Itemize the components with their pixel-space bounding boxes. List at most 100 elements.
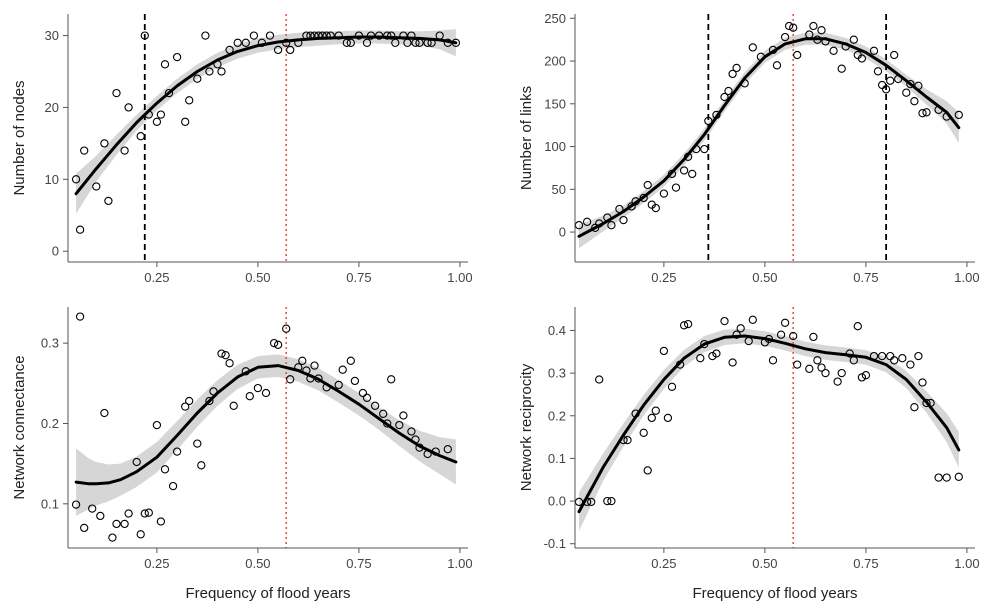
data-point	[160, 465, 170, 474]
data-point	[358, 388, 368, 398]
data-point	[181, 117, 190, 126]
data-point	[780, 318, 790, 327]
data-point	[334, 380, 343, 390]
data-point	[140, 509, 149, 518]
y-tick-label: 0.1	[548, 451, 566, 466]
x-tick-label: 1.00	[447, 556, 472, 571]
data-point	[886, 351, 895, 361]
y-tick: 10	[45, 172, 68, 187]
data-point	[663, 413, 673, 423]
x-tick-label: 0.25	[144, 556, 169, 571]
y-tick: 0	[559, 225, 575, 240]
y-tick-label: 250	[544, 11, 566, 26]
data-point	[853, 322, 862, 331]
data-point	[607, 496, 616, 506]
data-point	[861, 371, 871, 380]
data-point	[370, 401, 380, 410]
y-tick-label: 0	[559, 225, 566, 240]
data-point	[124, 509, 133, 518]
x-tick-label: 0.50	[245, 556, 270, 571]
y-tick: 0.1	[548, 451, 575, 466]
data-point	[346, 38, 355, 47]
x-tick: 0.25	[651, 548, 677, 571]
y-tick-label: -0.1	[544, 536, 566, 551]
data-point	[659, 189, 669, 198]
data-point	[310, 361, 319, 370]
data-point	[688, 169, 697, 179]
data-point	[700, 144, 709, 154]
data-point	[217, 67, 226, 76]
data-point	[71, 500, 81, 509]
data-point	[724, 86, 733, 96]
y-tick-label: 0.4	[548, 323, 566, 338]
data-point	[728, 358, 737, 367]
data-point	[922, 398, 931, 408]
data-point	[582, 217, 592, 226]
data-point	[346, 356, 355, 365]
data-point	[914, 351, 923, 361]
data-point	[809, 332, 818, 342]
data-point	[821, 368, 830, 378]
data-point	[805, 364, 814, 373]
data-point	[679, 166, 689, 175]
y-tick: 200	[544, 54, 575, 69]
x-tick: 1.00	[954, 262, 980, 285]
x-tick-label: 0.75	[853, 556, 878, 571]
data-point	[350, 376, 360, 386]
smooth-curve	[577, 37, 961, 238]
confidence-band	[76, 29, 456, 214]
data-point	[833, 377, 842, 386]
y-tick-label: 0.3	[41, 336, 59, 351]
data-point	[265, 31, 275, 40]
y-tick: -0.1	[544, 536, 575, 551]
data-point	[704, 116, 713, 126]
data-point	[391, 38, 400, 47]
data-point	[720, 92, 729, 102]
data-point	[181, 402, 190, 411]
data-point	[152, 117, 162, 126]
data-point	[120, 519, 129, 529]
data-point	[75, 225, 85, 234]
data-point	[954, 110, 963, 120]
panel-top-right: 0.25 0.50 0.75 1.00 0 50 100 150 200 250 Number of…	[518, 11, 980, 285]
data-point	[108, 533, 117, 542]
data-point	[732, 63, 741, 73]
data-point	[910, 403, 919, 412]
data-point	[342, 38, 351, 47]
data-point	[185, 96, 194, 105]
data-point	[906, 360, 915, 369]
data-point	[273, 340, 283, 349]
y-tick-label: 10	[45, 172, 59, 187]
data-point	[890, 50, 899, 60]
data-point	[720, 316, 729, 326]
smooth-curve	[74, 364, 458, 486]
data-point	[881, 85, 891, 94]
data-point	[809, 21, 818, 31]
data-point	[261, 388, 271, 398]
data-point	[639, 428, 648, 437]
data-point	[647, 413, 656, 423]
x-tick: 0.50	[245, 262, 271, 285]
data-point	[156, 517, 166, 526]
data-point	[112, 519, 121, 529]
panel-top-left: 0.25 0.50 0.75 1.00 0 10 20 30 Number of nodes	[11, 14, 473, 285]
data-point	[140, 31, 149, 40]
data-point	[934, 473, 943, 482]
data-point	[144, 508, 153, 517]
x-tick: 0.75	[853, 548, 879, 571]
data-point	[890, 356, 899, 365]
x-tick: 1.00	[447, 262, 473, 285]
data-point	[712, 349, 721, 358]
y-axis-title: Number of nodes	[11, 80, 28, 195]
y-tick-label: 0.2	[41, 416, 59, 431]
smooth-curve	[74, 35, 458, 196]
data-point	[902, 88, 911, 97]
data-point	[679, 321, 689, 330]
data-point	[651, 406, 660, 415]
x-tick-label: 0.25	[651, 556, 676, 571]
data-point	[205, 67, 214, 76]
data-point	[387, 375, 396, 384]
data-point	[253, 383, 263, 393]
data-point	[407, 427, 416, 436]
